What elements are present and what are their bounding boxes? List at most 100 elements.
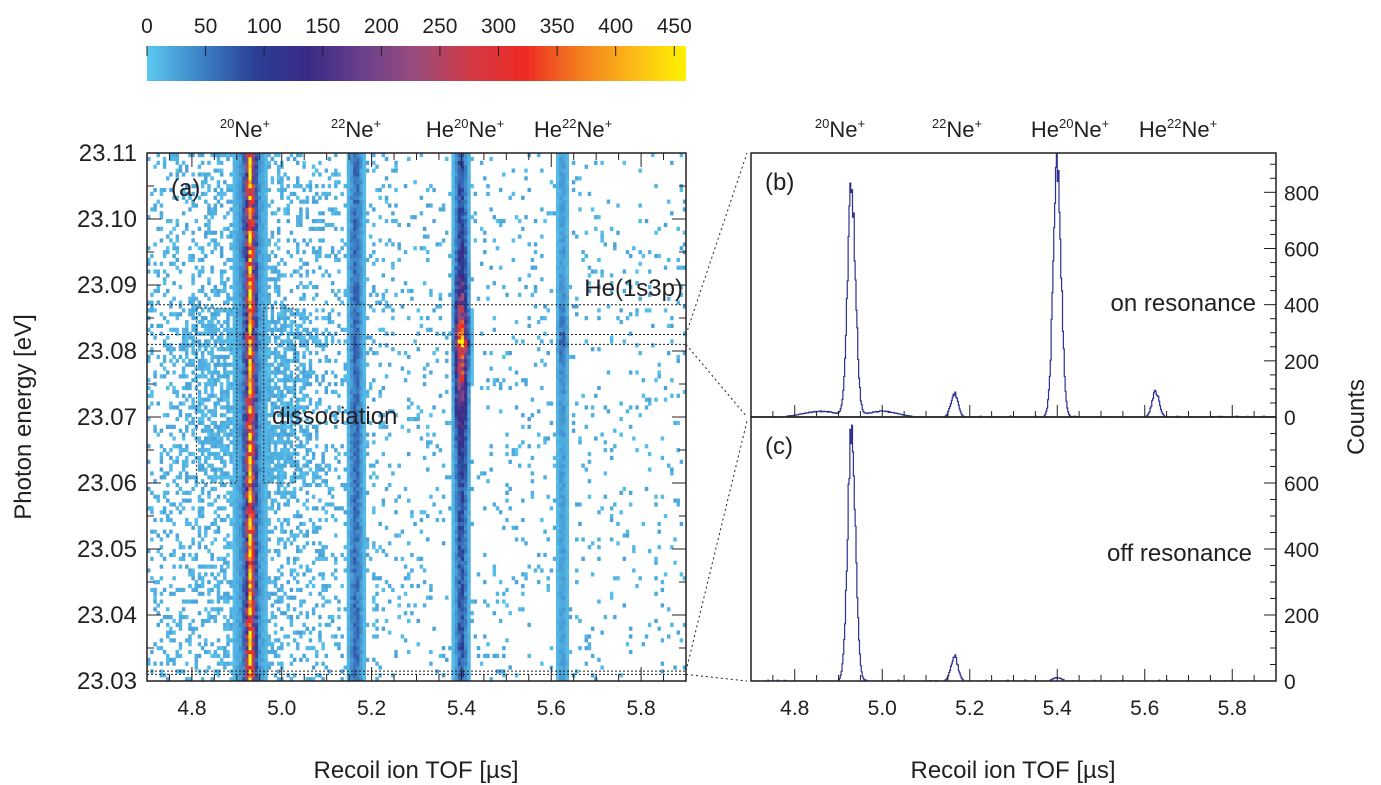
heatmap-cell — [556, 413, 560, 418]
heatmap-cell — [330, 494, 335, 499]
heatmap-cell — [286, 374, 290, 379]
heatmap-cell — [578, 440, 582, 445]
heatmap-cell — [359, 413, 363, 418]
heatmap-cell — [410, 583, 414, 589]
heatmap-cell — [276, 432, 281, 437]
heatmap-cell — [346, 335, 351, 340]
heatmap-cell — [254, 653, 259, 658]
heatmap-cell — [454, 510, 459, 515]
heatmap-cell — [207, 580, 211, 585]
heatmap-cell — [232, 362, 237, 367]
heatmap-cell — [283, 327, 287, 332]
heatmap-cell — [349, 351, 354, 356]
heatmap-cell — [219, 444, 224, 449]
heatmap-cell — [460, 665, 465, 670]
heatmap-cell — [467, 440, 471, 445]
heatmap-cell — [562, 455, 566, 460]
heatmap-cell — [191, 626, 195, 631]
heatmap-cell — [261, 568, 265, 573]
heatmap-cell — [289, 370, 294, 375]
heatmap-cell — [248, 552, 252, 558]
heatmap-cell — [362, 560, 367, 565]
heatmap-cell — [232, 479, 237, 484]
heatmap-cell — [362, 339, 367, 344]
heatmap-cell — [204, 436, 208, 441]
heatmap-cell — [248, 459, 252, 464]
heatmap-cell — [251, 494, 256, 499]
heatmap-cell — [197, 366, 202, 371]
heatmap-cell — [556, 556, 560, 561]
heatmap-cell — [470, 611, 474, 616]
heatmap-cell — [464, 595, 468, 600]
heatmap-cell — [451, 622, 455, 627]
heatmap-cell — [454, 401, 459, 406]
heatmap-cell — [257, 494, 262, 499]
heatmap-cell — [451, 409, 455, 414]
heatmap-cell — [381, 607, 386, 612]
heatmap-cell — [219, 483, 224, 488]
heatmap-cell — [559, 560, 563, 565]
heatmap-cell — [248, 677, 252, 681]
heatmap-cell — [261, 603, 265, 608]
heatmap-cell — [353, 455, 357, 460]
heatmap-cell — [457, 358, 462, 363]
heatmap-cell — [467, 638, 471, 643]
heatmap-cell — [248, 436, 252, 441]
heatmap-cell — [191, 420, 195, 426]
heatmap-cell — [556, 506, 560, 511]
heatmap-cell — [353, 510, 357, 515]
heatmap-cell — [159, 467, 164, 472]
heatmap-cell — [353, 646, 357, 651]
heatmap-cell — [162, 343, 167, 348]
heatmap-cell — [210, 319, 214, 325]
heatmap-cell — [454, 448, 459, 453]
heatmap-cell — [356, 525, 360, 530]
heatmap-cell — [188, 545, 192, 550]
heatmap-cell — [467, 618, 471, 624]
heatmap-cell — [219, 455, 224, 460]
heatmap-cell — [457, 572, 462, 577]
heatmap-cell — [353, 599, 357, 604]
heatmap-cell — [451, 564, 455, 569]
heatmap-cell — [467, 615, 471, 620]
heatmap-cell — [473, 599, 478, 604]
heatmap-cell — [156, 622, 160, 627]
heatmap-cell — [359, 448, 363, 453]
heatmap-cell — [166, 370, 170, 375]
heatmap-cell — [175, 444, 180, 449]
heatmap-cell — [552, 432, 557, 437]
heatmap-cell — [181, 374, 186, 379]
heatmap-cell — [581, 556, 585, 561]
heatmap-cell — [232, 319, 237, 325]
heatmap-cell — [454, 525, 459, 530]
heatmap-cell — [223, 319, 227, 325]
heatmap-cell — [454, 494, 459, 499]
heatmap-cell — [229, 385, 233, 391]
heatmap-cell — [406, 397, 411, 402]
heatmap-cell — [353, 649, 357, 655]
heatmap-cell — [267, 436, 271, 441]
heatmap-cell — [264, 370, 268, 375]
heatmap-cell — [362, 397, 367, 402]
heatmap-cell — [454, 638, 459, 643]
heatmap-cell — [273, 366, 278, 371]
heatmap-cell — [172, 591, 176, 596]
heatmap-cell — [349, 374, 354, 379]
heatmap-cell — [359, 463, 363, 468]
heatmap-cell — [302, 312, 306, 317]
heatmap-cell — [235, 661, 240, 666]
heatmap-cell — [292, 479, 297, 484]
heatmap-cell — [162, 374, 167, 379]
heatmap-cell — [454, 331, 459, 336]
heatmap-cell — [454, 409, 459, 414]
heatmap-cell — [362, 661, 367, 666]
heatmap-cell — [644, 405, 649, 410]
heatmap-cell — [464, 626, 468, 631]
heatmap-cell — [245, 405, 249, 410]
heatmap-cell — [663, 514, 668, 519]
heatmap-cell — [280, 494, 284, 499]
heatmap-cell — [156, 401, 160, 406]
heatmap-cell — [464, 428, 468, 433]
heatmap-cell — [565, 587, 569, 592]
